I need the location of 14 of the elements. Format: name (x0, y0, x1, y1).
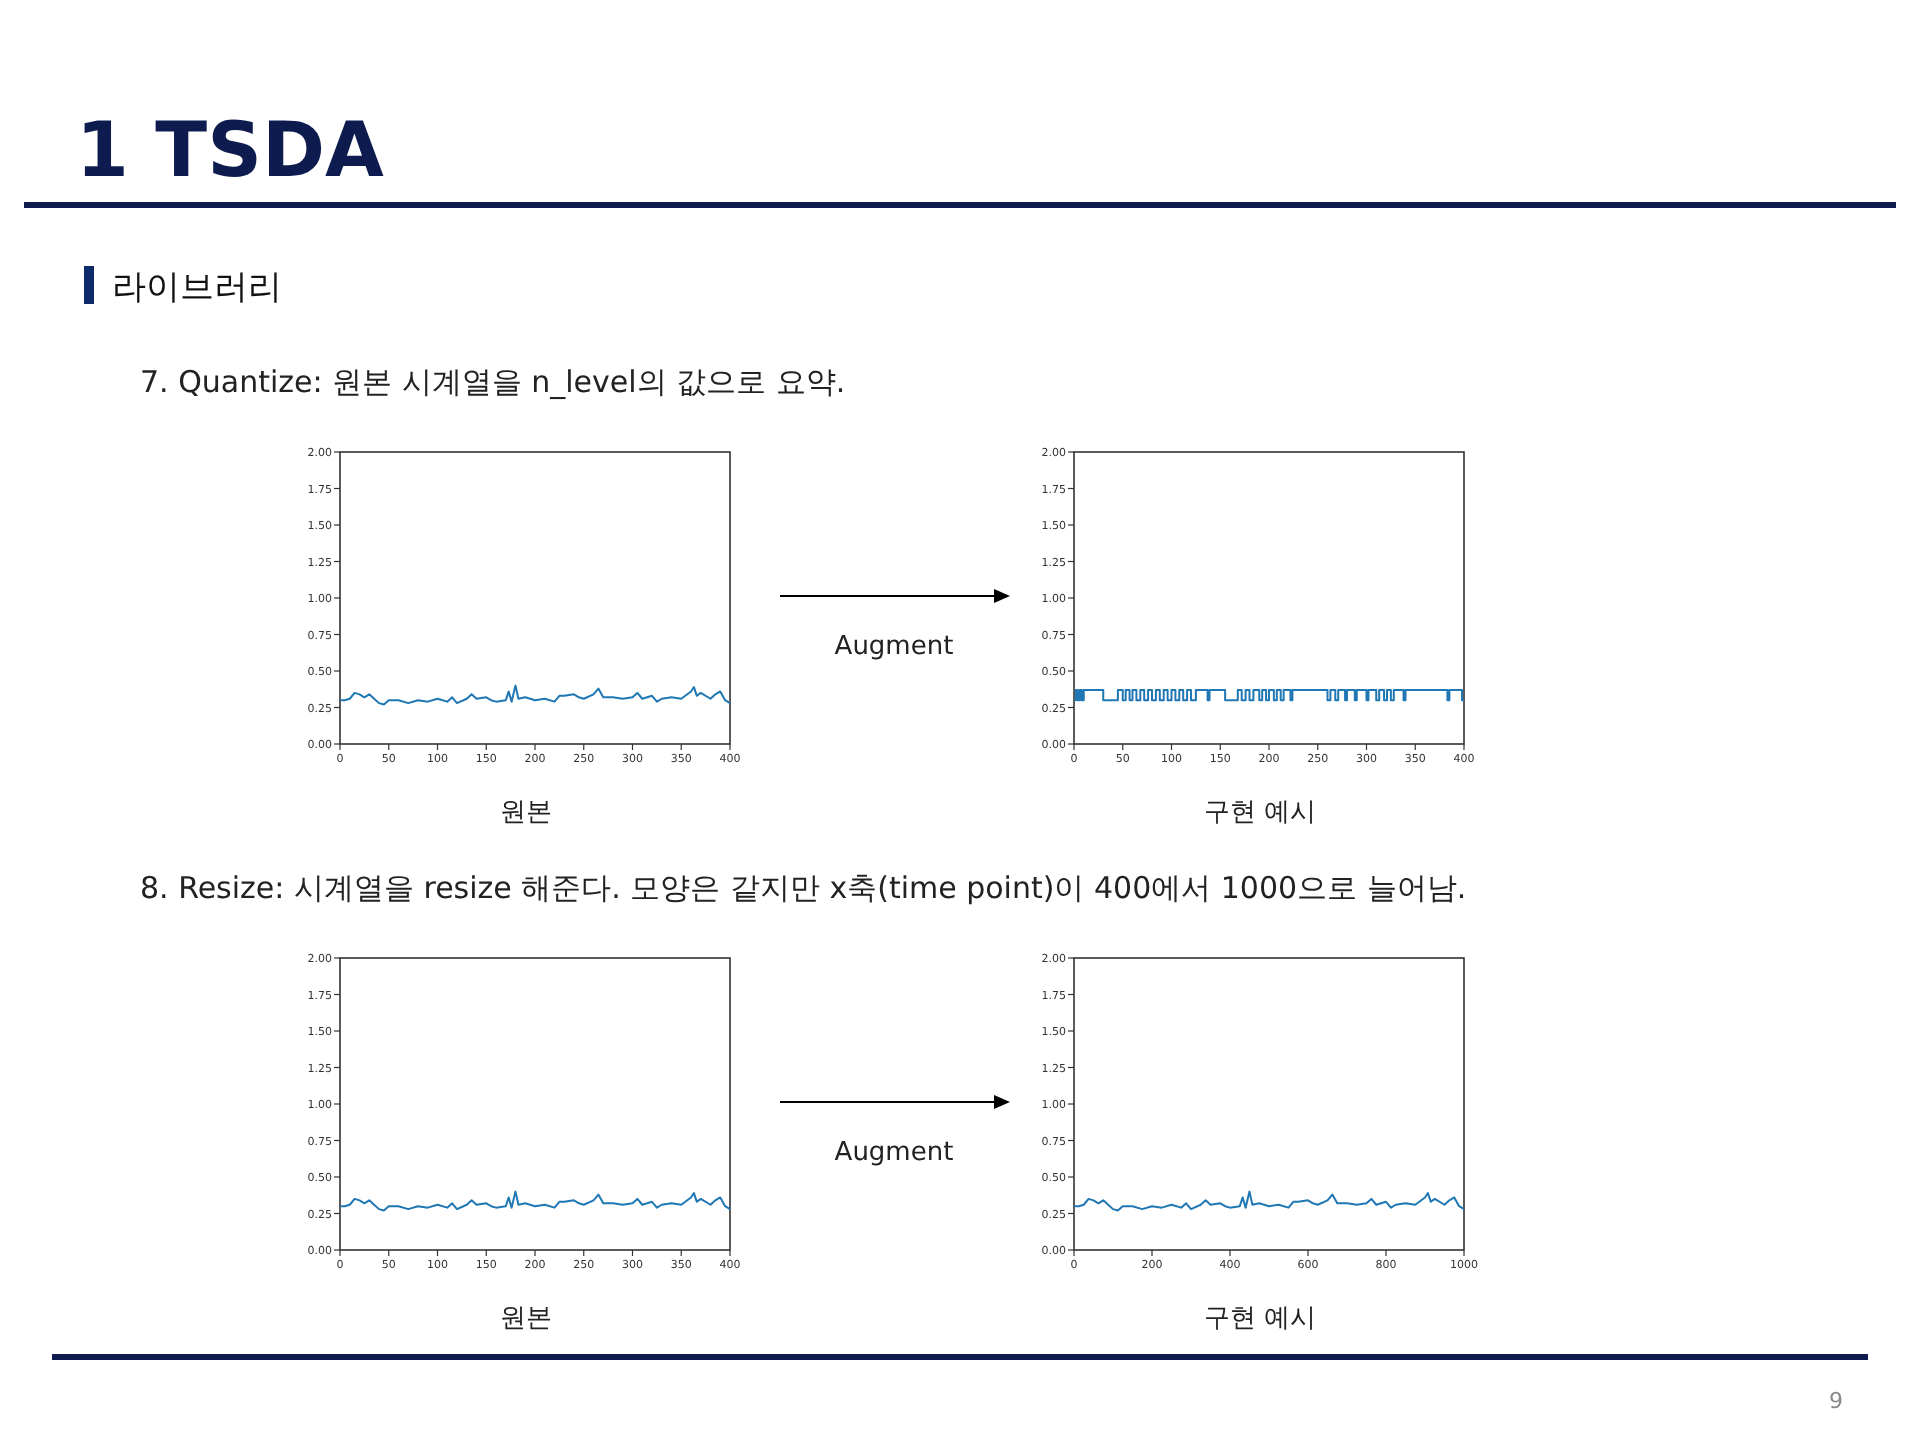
text: Augment (834, 1138, 954, 1168)
x-axis-title: 구현 예시 (1203, 1304, 1317, 1334)
text: 7. Quantize: 원본 시계열을 n_level의 값으로 요약. (140, 364, 846, 400)
text: 8. Resize: 시계열을 resize 해준다. 모양은 같지만 x축(time point)이 400에서 1000으로 늘어남. (140, 870, 1467, 906)
chart-title: 1 TSDA (76, 106, 385, 194)
line-series (339, 684, 731, 706)
text: 9 (1829, 1388, 1843, 1414)
chart-subtitle: 라이브러리 (112, 268, 282, 308)
x-axis-title: 구현 예시 (1203, 798, 1317, 828)
x-axis-title: 원본 (500, 1304, 552, 1334)
line-series (339, 1190, 731, 1212)
line-series (1073, 1190, 1465, 1212)
x-axis-title: 원본 (500, 798, 552, 828)
text: Augment (834, 632, 954, 662)
